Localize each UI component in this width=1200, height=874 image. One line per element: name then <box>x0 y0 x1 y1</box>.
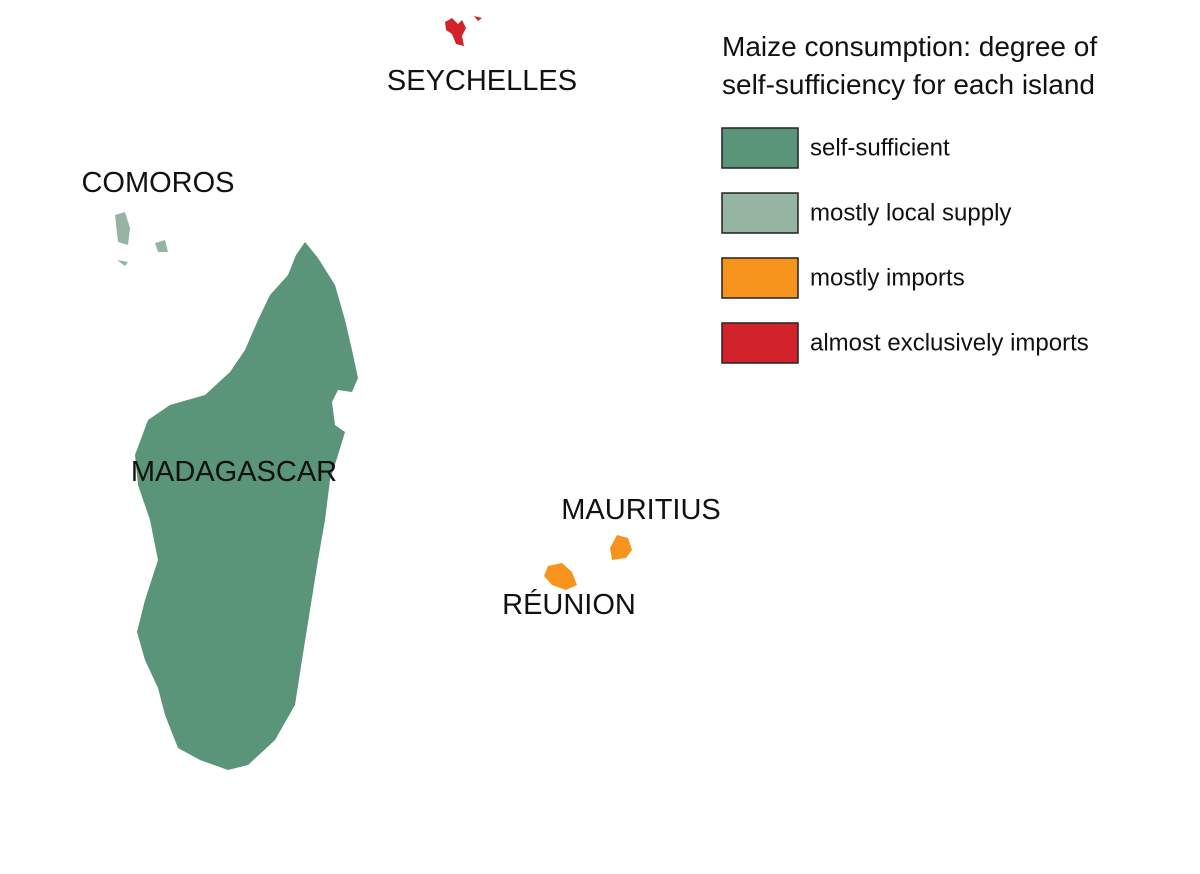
mauritius-shape <box>610 535 632 560</box>
legend-swatch <box>721 322 799 364</box>
place-label: MADAGASCAR <box>131 456 337 488</box>
islands <box>115 16 632 770</box>
legend-label: mostly local supply <box>810 199 1011 226</box>
place-label: COMOROS <box>81 167 234 199</box>
legend: Maize consumption: degree of self-suffici… <box>721 31 1097 364</box>
comoros-shape <box>115 212 168 266</box>
legend-title: Maize consumption: degree of <box>722 31 1097 62</box>
legend-swatch <box>721 192 799 234</box>
legend-title: self-sufficiency for each island <box>722 69 1095 100</box>
place-label: RÉUNION <box>502 588 636 621</box>
reunion-shape <box>544 563 577 590</box>
seychelles-shape <box>445 16 482 46</box>
legend-swatch <box>721 127 799 169</box>
place-label: MAURITIUS <box>561 494 721 526</box>
legend-label: self-sufficient <box>810 134 950 161</box>
madagascar-shape <box>135 242 358 770</box>
legend-label: mostly imports <box>810 264 965 291</box>
legend-swatch <box>721 257 799 299</box>
place-label: SEYCHELLES <box>387 65 577 97</box>
legend-label: almost exclusively imports <box>810 329 1089 356</box>
